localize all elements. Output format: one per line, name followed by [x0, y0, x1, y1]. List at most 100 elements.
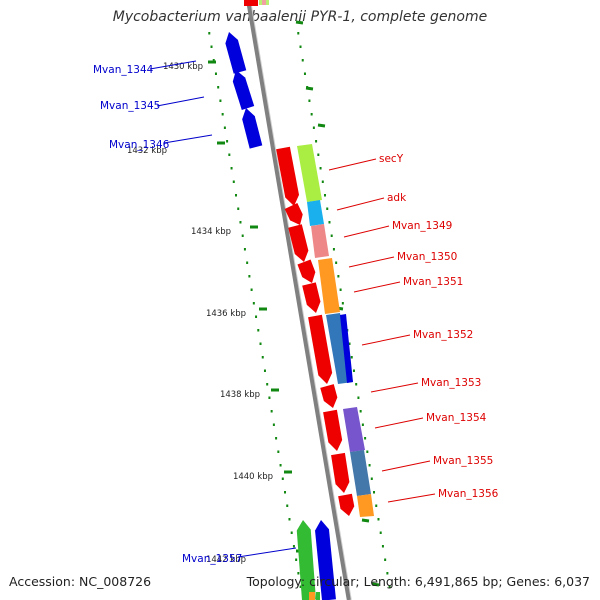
gene-arrow	[297, 259, 316, 283]
major-tick	[295, 20, 304, 25]
block-secy	[297, 144, 322, 202]
tick-dot	[301, 59, 304, 62]
tick-dot	[237, 207, 240, 210]
tick-dot	[208, 32, 211, 35]
gene-adk	[284, 203, 303, 225]
tick-dot	[303, 72, 306, 75]
tick-dot	[352, 369, 355, 372]
tick-dot	[226, 140, 229, 143]
tick-dot	[308, 99, 311, 102]
gene-arrow	[320, 384, 338, 408]
tick-dot	[212, 59, 215, 62]
major-tick	[317, 123, 326, 128]
tick-dot	[272, 423, 275, 426]
gene-label: Mvan_1350	[397, 251, 457, 263]
gene-arrow	[242, 108, 263, 149]
block-mvan-1349	[311, 224, 329, 258]
gene-label: Mvan_1352	[413, 329, 473, 341]
backbone	[246, 0, 352, 600]
block-mvan-1355	[350, 450, 371, 496]
tick-dot	[297, 572, 300, 575]
leader-line	[387, 493, 436, 503]
tick-dot	[217, 86, 220, 89]
tick-dot	[230, 167, 233, 170]
tick-dot	[335, 261, 338, 264]
gene-mvan-1351	[302, 282, 321, 313]
leader-line	[328, 158, 377, 171]
gene-mvan-1349	[288, 224, 309, 262]
genome-title: Mycobacterium vanbaalenii PYR-1, complet…	[112, 9, 488, 25]
tick-dot	[299, 45, 302, 48]
gene-label: Mvan_1357	[182, 553, 242, 565]
tick-dot	[341, 302, 344, 305]
gene-arrow	[296, 520, 316, 600]
leader-line	[381, 460, 431, 472]
gene-partial-top	[244, 0, 258, 6]
block-mvan-1356	[357, 494, 374, 517]
gene-mvan-1345	[232, 70, 255, 110]
tick-dot	[337, 275, 340, 278]
label-adk: adk	[336, 192, 407, 211]
kbp-label: 1432 kbp	[127, 146, 167, 156]
tick-dot	[315, 140, 318, 143]
leader-line	[343, 225, 390, 238]
tick-dot	[350, 356, 353, 359]
gene-arrow	[232, 70, 255, 110]
tick-dot	[286, 504, 289, 507]
tick-dot	[268, 396, 271, 399]
tick-dot	[370, 477, 373, 480]
tick-dot	[375, 504, 378, 507]
gene-mvan-1353	[320, 384, 338, 408]
gene-mvan-1355	[331, 452, 350, 493]
gene-arrow	[315, 520, 336, 600]
tick-dot	[317, 153, 320, 156]
tick-dot	[221, 113, 224, 116]
tick-dot	[328, 221, 331, 224]
tick-dot	[355, 383, 358, 386]
kbp-label: 1438 kbp	[220, 390, 260, 400]
leader-line	[336, 197, 385, 211]
tick-dot	[232, 180, 235, 183]
tick-dot	[312, 126, 315, 129]
tick-dot	[250, 288, 253, 291]
tick-dot	[277, 450, 280, 453]
label-mvan-1350: Mvan_1350	[348, 251, 457, 268]
gene-label: Mvan_1353	[421, 377, 481, 389]
tick-dot	[210, 45, 213, 48]
leader-line	[149, 60, 197, 70]
tick-dot	[332, 248, 335, 251]
backbone-line	[246, 0, 351, 600]
gene-label: adk	[387, 192, 407, 204]
gene-arrow	[308, 314, 333, 384]
tick-dot	[324, 194, 327, 197]
tick-dot	[381, 545, 384, 548]
gene-partial-bottom	[309, 592, 315, 600]
gene-label: Mvan_1354	[426, 412, 487, 424]
tick-dot	[319, 167, 322, 170]
tick-dot	[252, 302, 255, 305]
gene-mvan-1346	[242, 108, 263, 149]
tick-dot	[310, 113, 313, 116]
gene-arrow	[276, 146, 300, 206]
tick-rings	[208, 20, 391, 588]
gene-label: secY	[379, 153, 404, 165]
label-mvan-1349: Mvan_1349	[343, 220, 452, 238]
tick-dot	[275, 437, 278, 440]
major-tick	[305, 86, 314, 91]
label-mvan-1355: Mvan_1355	[381, 455, 493, 472]
gene-arrow	[331, 452, 350, 493]
label-mvan-1344: Mvan_1344	[93, 60, 197, 76]
label-mvan-1346: Mvan_1346	[109, 134, 213, 151]
tick-dot	[257, 329, 260, 332]
leader-line	[374, 417, 424, 429]
label-mvan-1345: Mvan_1345	[100, 96, 205, 112]
tick-dot	[379, 531, 382, 534]
tick-dot	[357, 396, 360, 399]
kbp-label: 1434 kbp	[191, 227, 231, 237]
gene-arrow	[323, 409, 343, 451]
gene-mvan-1356	[338, 493, 355, 516]
tick-dot	[263, 369, 266, 372]
label-mvan-1351: Mvan_1351	[353, 276, 463, 293]
